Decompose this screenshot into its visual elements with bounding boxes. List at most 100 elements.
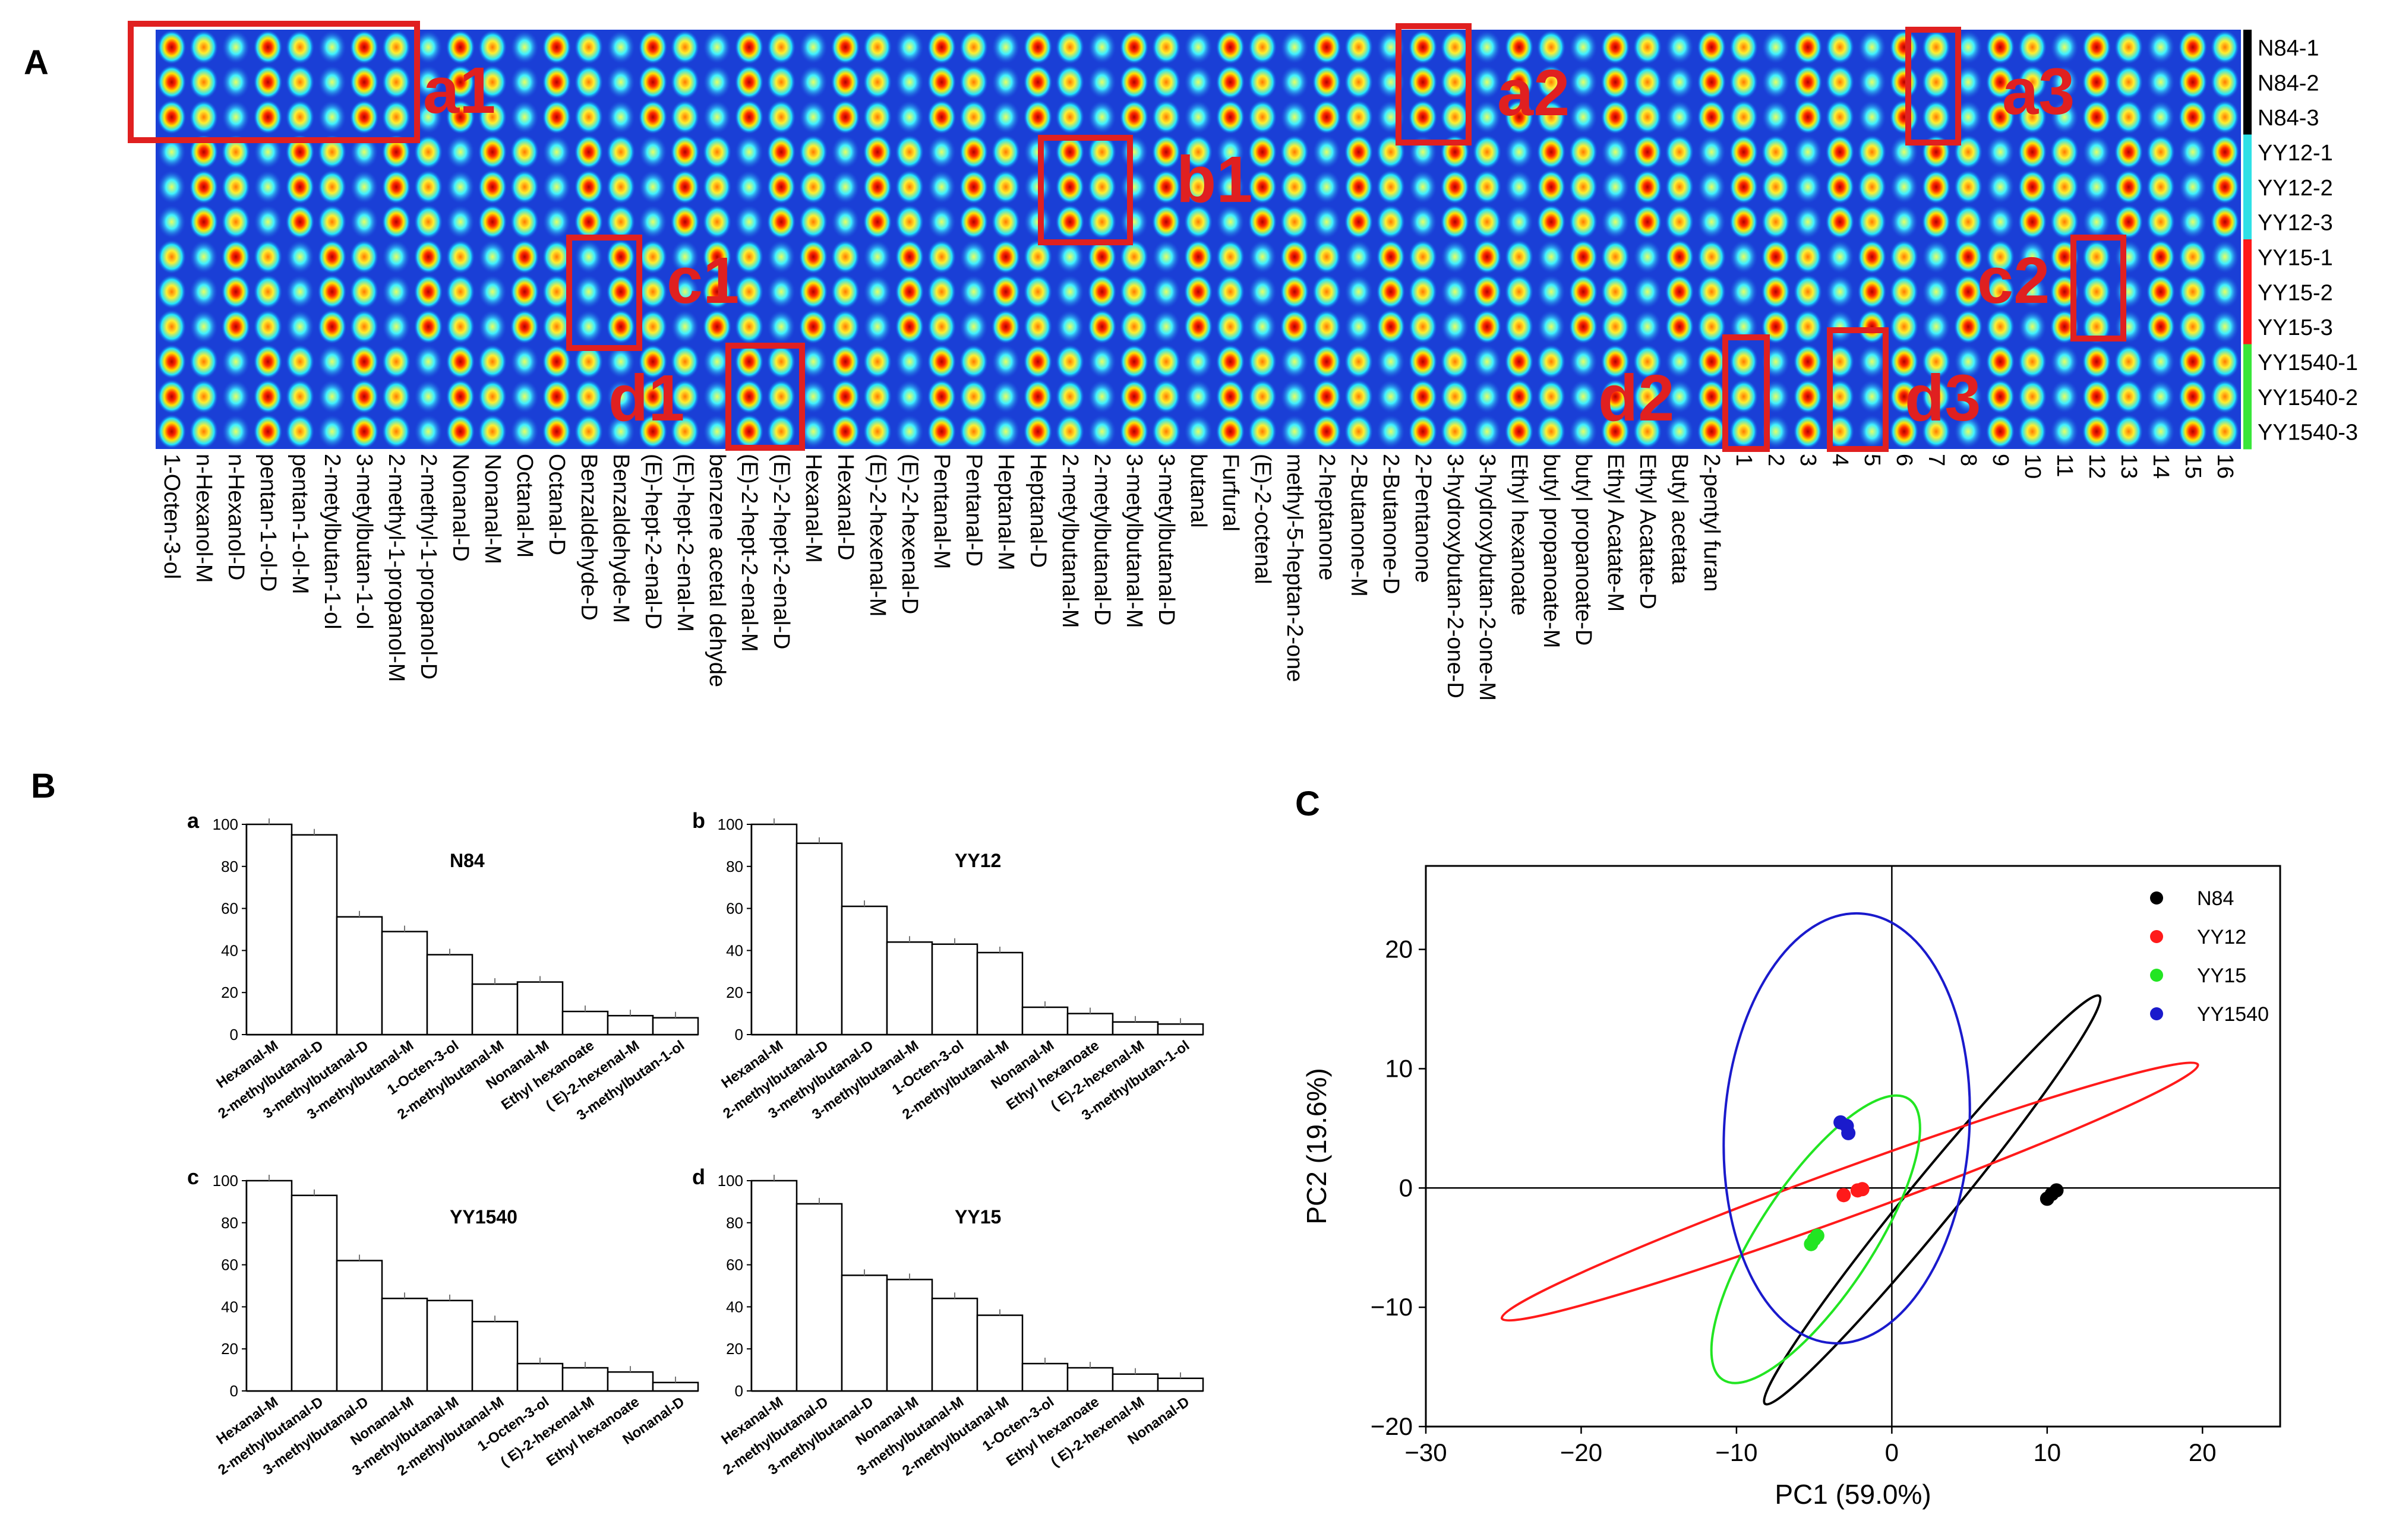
heatmap-cell — [606, 30, 636, 65]
heatmap-cell — [2178, 414, 2208, 449]
heatmap-cell — [734, 169, 764, 205]
bar — [750, 823, 798, 1036]
y-tick-label: 100 — [718, 1172, 743, 1190]
heatmap-cell — [959, 99, 989, 135]
highlight-label-a2: a2 — [1497, 56, 1570, 129]
heatmap-cell — [349, 169, 379, 205]
heatmap-cell — [1793, 414, 1823, 449]
heatmap-cell — [638, 204, 668, 240]
heatmap-cell — [381, 30, 411, 65]
heatmap-cell — [1216, 64, 1245, 100]
heatmap-cell — [670, 99, 700, 135]
heatmap-cell — [798, 30, 828, 65]
bar — [245, 1179, 293, 1392]
heatmap-cell — [798, 379, 828, 415]
plot-frame — [1425, 865, 2281, 1428]
heatmap-cell — [1023, 344, 1053, 380]
heatmap-cell — [863, 30, 892, 65]
heatmap-cell — [959, 64, 989, 100]
heatmap-cell — [2210, 414, 2240, 449]
y-tick-label: 100 — [213, 1172, 238, 1190]
heatmap-cell — [1344, 204, 1374, 240]
heatmap-cell — [1183, 379, 1213, 415]
heatmap-cell — [2082, 239, 2111, 274]
heatmap-cell — [1729, 379, 1759, 415]
highlight-box-b1 — [1038, 135, 1133, 245]
heatmap-cell — [2210, 64, 2240, 100]
heatmap-cell — [1665, 344, 1694, 380]
heatmap-cell — [2210, 309, 2240, 344]
heatmap-cell — [1183, 309, 1213, 344]
heatmap-cell — [1119, 379, 1149, 415]
heatmap-cell — [927, 239, 956, 274]
heatmap-cell — [702, 64, 732, 100]
chart-letter: a — [187, 808, 200, 833]
heatmap-cell — [285, 169, 315, 205]
heatmap-cell — [1087, 344, 1117, 380]
bar — [561, 1367, 609, 1392]
heatmap-cell — [606, 169, 636, 205]
compound-label: Ethyl Acatate-D — [1635, 454, 1660, 609]
heatmap-cell — [1087, 379, 1117, 415]
compound-label: 2-methyl-1-propanol-M — [384, 454, 409, 682]
heatmap-cell — [1761, 64, 1791, 100]
heatmap-cell — [1504, 414, 1534, 449]
heatmap-cell — [1665, 30, 1694, 65]
heatmap-cell — [349, 30, 379, 65]
heatmap-cell — [1248, 274, 1277, 309]
heatmap-cell — [766, 379, 796, 415]
bar — [336, 1260, 383, 1392]
heatmap-cell — [638, 344, 668, 380]
compound-label: pentan-1-ol-M — [288, 454, 312, 595]
y-tick-label: 40 — [221, 941, 238, 959]
heatmap-cell — [446, 414, 475, 449]
heatmap-cell — [1151, 309, 1181, 344]
sample-label: N84-3 — [2258, 106, 2319, 131]
heatmap-cell — [1601, 204, 1630, 240]
heatmap-cell — [1601, 134, 1630, 170]
heatmap-cell — [798, 344, 828, 380]
bar — [1112, 1373, 1159, 1392]
sample-label: YY12-2 — [2258, 176, 2333, 201]
heatmap-cell — [1408, 64, 1438, 100]
heatmap-cell — [1472, 274, 1502, 309]
heatmap-cell — [1633, 99, 1662, 135]
highlight-box-a3 — [1905, 27, 1961, 146]
heatmap-cell — [253, 414, 283, 449]
heatmap-cell — [1023, 64, 1053, 100]
heatmap-cell — [1536, 379, 1566, 415]
heatmap-cell — [413, 239, 443, 274]
heatmap-cell — [2178, 204, 2208, 240]
heatmap-cell — [2082, 99, 2111, 135]
heatmap-cell — [2018, 309, 2047, 344]
compound-label: 11 — [2052, 454, 2077, 477]
heatmap-cell — [1697, 274, 1726, 309]
heatmap-cell — [1087, 134, 1117, 170]
heatmap-cell — [863, 169, 892, 205]
heatmap-cell — [1183, 204, 1213, 240]
heatmap-cell — [1793, 379, 1823, 415]
bar — [336, 916, 383, 1036]
heatmap-cell — [2210, 274, 2240, 309]
bar — [471, 983, 519, 1036]
heatmap-cell — [574, 379, 604, 415]
heatmap-cell — [1889, 309, 1919, 344]
heatmap-cell — [1633, 134, 1662, 170]
heatmap-cell — [1216, 30, 1245, 65]
heatmap-cell — [1248, 134, 1277, 170]
compound-label: 14 — [2148, 454, 2173, 479]
compound-label: 4 — [1827, 454, 1852, 466]
compound-label: n-Hexanol-M — [191, 454, 216, 583]
heatmap-cell — [1408, 30, 1438, 65]
y-tick-label: 0 — [230, 1026, 238, 1043]
heatmap-cell — [638, 309, 668, 344]
heatmap-cell — [1536, 64, 1566, 100]
heatmap-cell — [253, 344, 283, 380]
y-tick-label: 80 — [221, 1214, 238, 1232]
bar — [607, 1371, 654, 1392]
heatmap-cell — [1857, 379, 1887, 415]
heatmap-cell — [1472, 309, 1502, 344]
chart-title: YY12 — [955, 850, 1001, 871]
heatmap-cell — [1568, 239, 1598, 274]
heatmap-cell — [478, 204, 507, 240]
